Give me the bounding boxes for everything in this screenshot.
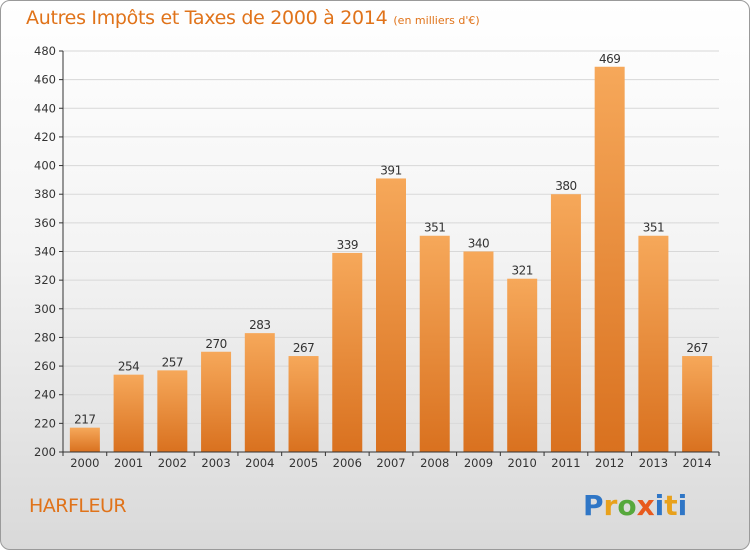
bar [463, 251, 494, 452]
x-tick-label: 2009 [464, 456, 493, 470]
bar [332, 252, 363, 452]
bar-value-label: 267 [686, 341, 707, 355]
bar-value-label: 351 [424, 221, 445, 235]
y-tick-label: 400 [34, 159, 56, 173]
bar-value-label: 391 [380, 163, 401, 177]
axis-layer: 200 220 240 260 280 300 320 340 360 380 400 420 440 4… [34, 44, 720, 470]
bar-value-label: 380 [555, 179, 576, 193]
logo-letter: t [664, 489, 678, 522]
y-tick-label: 420 [34, 130, 56, 144]
bar-value-label: 339 [337, 238, 358, 252]
x-tick-label: 2005 [289, 456, 318, 470]
bar [682, 356, 713, 452]
bar-value-label: 351 [643, 221, 664, 235]
chart-unit: (en milliers d'€) [393, 14, 480, 27]
logo-letter: x [636, 489, 655, 522]
bar [201, 351, 232, 452]
bar-value-label: 254 [118, 360, 139, 374]
y-tick-label: 280 [34, 330, 56, 344]
chart-title: Autres Impôts et Taxes de 2000 à 2014 (en… [26, 7, 480, 29]
x-tick-label: 2004 [245, 456, 274, 470]
bar-value-label: 340 [468, 237, 489, 251]
y-tick-label: 200 [34, 445, 56, 459]
bar [594, 66, 625, 452]
x-tick-label: 2003 [201, 456, 230, 470]
bar-value-label: 270 [205, 337, 226, 351]
logo-letter: P [583, 489, 604, 522]
bars-layer: 217 254 257 270 283 267 339 391 351 340 321 380 469 3… [69, 52, 713, 453]
x-tick-label: 2006 [333, 456, 362, 470]
x-tick-label: 2012 [595, 456, 624, 470]
bar [244, 333, 275, 452]
bar [288, 356, 319, 452]
bar-value-label: 267 [293, 341, 314, 355]
city-name: HARFLEUR [29, 495, 127, 517]
bar [69, 427, 100, 452]
x-tick-label: 2002 [158, 456, 187, 470]
logo-letter: r [603, 489, 618, 522]
y-tick-label: 380 [34, 187, 56, 201]
bar-value-label: 217 [74, 413, 95, 427]
bar [419, 235, 450, 452]
y-tick-label: 300 [34, 302, 56, 316]
bar-value-label: 283 [249, 318, 270, 332]
y-tick-label: 440 [34, 101, 56, 115]
logo-letter: i [677, 489, 688, 522]
x-tick-label: 2014 [682, 456, 711, 470]
bar [113, 374, 144, 452]
x-tick-label: 2013 [639, 456, 668, 470]
y-tick-label: 260 [34, 359, 56, 373]
bar [638, 235, 669, 452]
x-tick-label: 2001 [114, 456, 143, 470]
y-tick-label: 360 [34, 216, 56, 230]
logo-letter: i [654, 489, 665, 522]
y-tick-label: 340 [34, 245, 56, 259]
y-tick-label: 480 [34, 44, 56, 58]
x-tick-label: 2008 [420, 456, 449, 470]
bar-value-label: 321 [511, 264, 532, 278]
x-tick-label: 2000 [70, 456, 99, 470]
bar-value-label: 257 [162, 355, 183, 369]
bar [157, 370, 188, 452]
chart-title-text: Autres Impôts et Taxes de 2000 à 2014 [26, 7, 388, 29]
logo-letter: o [617, 489, 637, 522]
proxiti-logo[interactable]: Proxiti [583, 489, 687, 522]
y-tick-label: 220 [34, 416, 56, 430]
y-tick-label: 240 [34, 388, 56, 402]
y-tick-label: 460 [34, 73, 56, 87]
bar [376, 178, 406, 453]
bar-value-label: 469 [599, 52, 620, 66]
x-tick-label: 2007 [376, 456, 405, 470]
x-tick-label: 2011 [551, 456, 580, 470]
bar [507, 278, 538, 452]
bar [550, 194, 581, 452]
y-tick-label: 320 [34, 273, 56, 287]
x-tick-label: 2010 [508, 456, 537, 470]
